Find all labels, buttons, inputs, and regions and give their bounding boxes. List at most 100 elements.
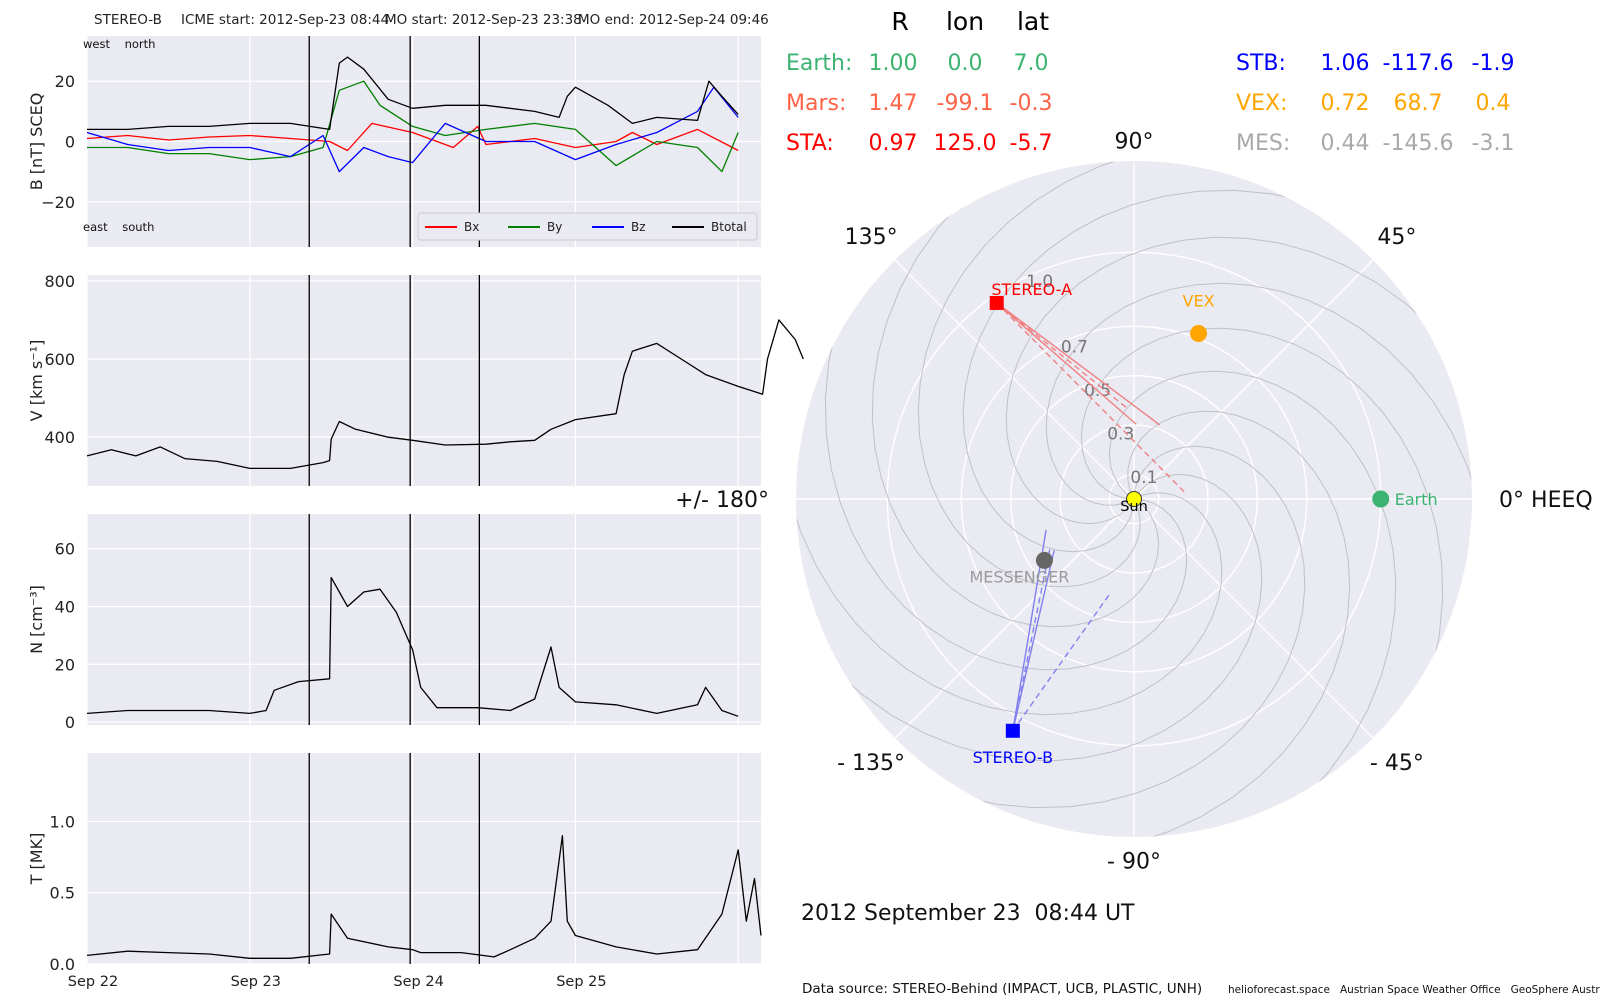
angular-tick-label: - 45°: [1370, 751, 1424, 776]
header-icme-start: ICME start: 2012-Sep-23 08:44: [181, 12, 389, 28]
radial-tick-label: 1.0: [1026, 272, 1053, 292]
n-plot-area: [87, 514, 761, 725]
table-cell-lat: -3.1: [1472, 131, 1515, 156]
header-mo-end: MO end: 2012-Sep-24 09:46: [578, 12, 769, 28]
table-cell-lat: 7.0: [1014, 51, 1049, 76]
header-spacecraft: STEREO-B: [94, 12, 162, 28]
table-cell-lat: 0.4: [1476, 91, 1511, 116]
angular-tick-label: 0° HEEQ: [1499, 488, 1593, 513]
y-tick-label: 20: [55, 72, 75, 91]
x-tick-label: Sep 23: [231, 974, 281, 990]
earth-marker: [1372, 490, 1390, 508]
y-tick-label: 0: [65, 133, 75, 152]
spiral-line: [871, 161, 1472, 628]
vex-label: VEX: [1183, 291, 1215, 310]
v-ylabel: V [km s⁻¹]: [27, 340, 46, 422]
earth-label: Earth: [1395, 490, 1438, 509]
y-tick-label: 600: [44, 350, 75, 369]
y-tick-label: 0.5: [50, 884, 75, 903]
credits-label: helioforecast.space Austrian Space Weath…: [1228, 984, 1600, 996]
table-cell-r: 0.44: [1321, 131, 1370, 156]
y-tick-label: 400: [44, 428, 75, 447]
table-header: lon: [946, 7, 984, 36]
series-line-bz: [86, 86, 739, 173]
timestamp-label: 2012 September 23 08:44 UT: [801, 901, 1135, 926]
data-source-label: Data source: STEREO-Behind (IMPACT, UCB,…: [802, 981, 1202, 997]
table-cell-r: 1.00: [869, 51, 918, 76]
angular-tick-label: 135°: [845, 225, 898, 250]
radial-tick-label: 0.7: [1061, 337, 1088, 357]
table-header: R: [891, 7, 908, 36]
angular-tick-label: 45°: [1377, 225, 1416, 250]
fov-line: [1012, 549, 1051, 731]
radial-tick-label: 0.1: [1130, 468, 1157, 488]
table-cell-r: 1.06: [1321, 51, 1370, 76]
table-cell-lon: -145.6: [1383, 131, 1454, 156]
y-tick-label: 1.0: [50, 812, 75, 831]
fov-line: [996, 302, 1127, 409]
header-mo-start: MO start: 2012-Sep-23 23:38: [385, 12, 582, 28]
b-ylabel: B [nT] SCEQ: [27, 93, 46, 191]
series-line-t: [86, 835, 762, 959]
table-cell-r: 0.97: [869, 131, 918, 156]
table-cell-lat: -1.9: [1472, 51, 1515, 76]
table-cell-lon: -99.1: [937, 91, 994, 116]
series-line-v: [86, 319, 804, 470]
spiral-line: [912, 327, 1444, 837]
fov-line: [1012, 550, 1055, 731]
radial-tick-label: 0.3: [1107, 425, 1134, 445]
table-cell-r: 1.47: [869, 91, 918, 116]
angular-tick-label: - 135°: [837, 751, 905, 776]
table-row-name: STA:: [786, 131, 834, 156]
table-cell-lat: -5.7: [1010, 131, 1053, 156]
fov-line: [996, 302, 1137, 425]
series-line-by: [87, 80, 739, 173]
messenger-marker: [1035, 551, 1053, 569]
table-cell-lon: -117.6: [1383, 51, 1454, 76]
table-row-name: MES:: [1236, 131, 1290, 156]
sun-label: Sun: [1120, 499, 1148, 515]
fov-line: [1012, 594, 1110, 732]
speed-panel: 400 600 800 V [km s⁻¹]: [27, 272, 804, 486]
stereo-a-marker: [989, 295, 1004, 310]
vex-marker: [1190, 324, 1208, 342]
sun-marker: [1126, 491, 1142, 507]
table-cell-lon: 125.0: [934, 131, 997, 156]
temperature-panel: 0.0 0.5 1.0T [MK] Sep 22 Sep 23 Sep 24 Sep 25: [27, 753, 762, 990]
table-cell-lat: -0.3: [1010, 91, 1053, 116]
spiral-line: [962, 189, 1472, 721]
y-tick-label: 0.0: [50, 955, 75, 974]
y-tick-label: 20: [55, 655, 75, 674]
table-row-name: VEX:: [1236, 91, 1287, 116]
y-tick-label: −20: [41, 193, 75, 212]
table-row-name: STB:: [1236, 51, 1286, 76]
magnetic-field-panel: −20 0 20 B [nT] SCEQ: [27, 36, 761, 247]
angular-tick-label: - 90°: [1107, 850, 1161, 875]
t-ylabel: T [MK]: [27, 833, 46, 886]
legend-btotal-label: Btotal: [711, 220, 747, 234]
legend-by-label: By: [547, 220, 562, 234]
spiral-line: [824, 161, 1356, 671]
table-cell-lon: 68.7: [1394, 91, 1443, 116]
v-plot-area: [87, 275, 761, 486]
stereo-a-label: STEREO-A: [991, 280, 1072, 299]
y-tick-label: 40: [55, 597, 75, 616]
table-row-name: Earth:: [786, 51, 852, 76]
x-tick-label: Sep 22: [68, 974, 118, 990]
table-cell-lon: 0.0: [948, 51, 983, 76]
y-tick-label: 0: [65, 713, 75, 732]
spiral-line: [796, 161, 1263, 762]
table-cell-r: 0.72: [1321, 91, 1370, 116]
series-line-btotal: [87, 56, 739, 131]
y-tick-label: 60: [55, 540, 75, 559]
b-corner-top-label: west north: [83, 37, 155, 51]
x-tick-label: Sep 24: [393, 974, 443, 990]
stereo-b-marker: [1005, 723, 1020, 738]
messenger-label: MESSENGER: [969, 567, 1069, 586]
series-line-n: [86, 576, 739, 717]
series-line-bx: [86, 122, 739, 152]
x-tick-label: Sep 25: [556, 974, 606, 990]
legend-bx-label: Bx: [464, 220, 479, 234]
legend-bz-label: Bz: [631, 220, 646, 234]
